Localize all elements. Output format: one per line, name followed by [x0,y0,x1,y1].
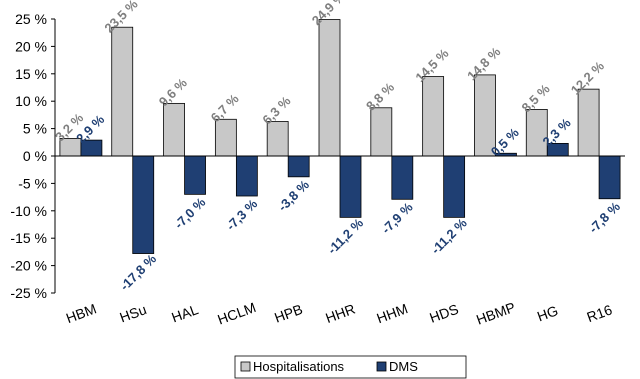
bar-hospitalisations-r16 [577,88,600,157]
y-tick-label: -10 % [10,203,47,219]
bar-dms-hhm [391,155,414,200]
y-tick-label: 0 % [23,148,47,164]
y-tick-label: 5 % [23,121,47,137]
bar-dms-r16 [598,155,621,200]
x-tick-label: R16 [585,301,615,325]
bar-dms-hclm [235,155,258,197]
x-tick-label: HCLM [215,299,258,328]
y-tick-label: 10 % [15,93,47,109]
bar-hospitalisations-hal [163,102,185,157]
legend-swatch-hospitalisations [240,361,251,372]
x-tick-label: HBMP [474,299,517,328]
legend [234,355,467,379]
data-label-dms-hal: -7,0 % [171,194,208,231]
bar-hospitalisations-hhr [318,19,341,157]
legend-label-hospitalisations: Hospitalisations [253,359,345,374]
y-tick-label: 20 % [15,38,47,54]
data-label-dms-hsu: -17,8 % [117,251,160,294]
data-label-dms-hclm: -7,3 % [223,196,260,233]
legend-swatch-dms [376,361,387,372]
x-tick-label: HHR [323,301,357,326]
data-label-dms-hpb: -3,8 % [275,177,312,214]
y-tick-label: 15 % [15,66,47,82]
x-tick-label: HAL [169,301,200,325]
bar-hospitalisations-hds [422,76,445,157]
x-tick-label: HG [535,302,560,324]
x-tick-label: HBM [64,300,99,326]
bar-dms-hal [184,155,206,195]
data-label-dms-r16: -7,8 % [586,199,623,236]
x-tick-label: HHM [374,300,409,326]
y-tick-label: -15 % [10,230,47,246]
data-label-dms-hds: -11,2 % [428,215,470,257]
bar-dms-hhr [339,155,362,218]
data-label-dms-hhr: -11,2 % [324,215,366,257]
bar-hospitalisations-hsu [111,26,134,157]
bar-dms-hpb [287,155,310,178]
x-tick-label: HDS [427,301,460,326]
bar-dms-hsu [132,155,155,254]
y-tick-label: -5 % [18,175,47,191]
y-tick-label: -20 % [10,258,47,274]
data-label-dms-hhm: -7,9 % [379,199,416,236]
legend-label-dms: DMS [389,359,418,374]
x-tick-label: HSu [117,301,148,325]
x-tick-label: HPB [272,301,305,326]
bar-hospitalisations-hhm [370,107,393,157]
y-tick-label: 25 % [15,11,47,27]
bar-dms-hds [443,155,466,218]
y-tick-label: -25 % [10,285,47,301]
